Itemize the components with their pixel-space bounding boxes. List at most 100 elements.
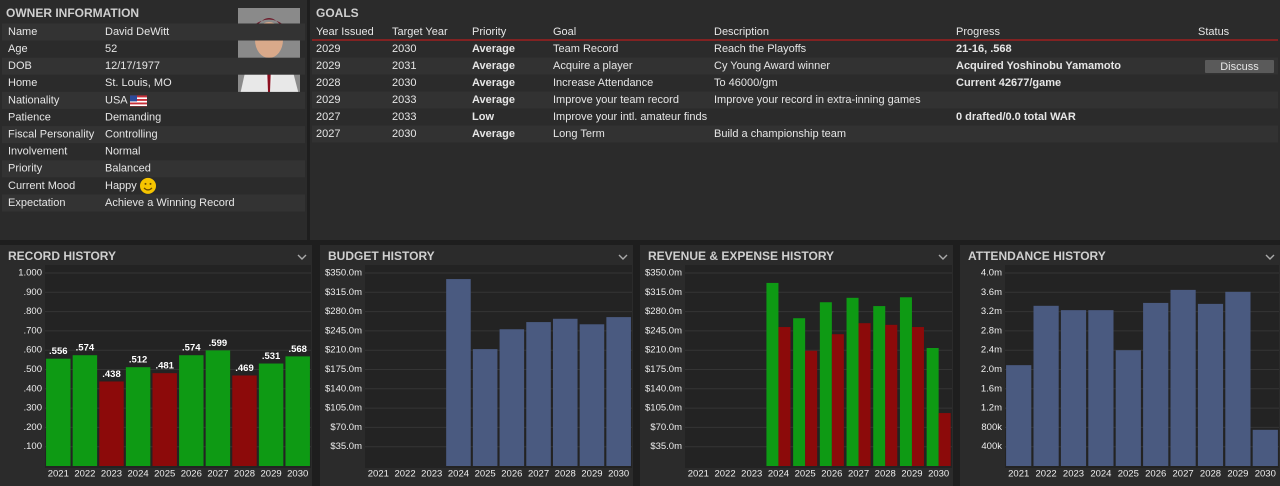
owner-label: Current Mood [8,180,75,192]
bar [72,355,98,466]
bar [819,302,832,466]
goal-cell: 2030 [392,77,416,89]
goals-panel [310,0,1280,240]
x-tick-label: 2027 [848,469,869,480]
bar [258,363,284,466]
bar [1033,305,1059,466]
value-label: .556 [49,346,68,357]
value-label: .568 [288,344,307,355]
x-tick-label: 2029 [1227,469,1248,480]
x-tick-label: 2024 [448,469,469,480]
goal-cell: 2027 [316,111,340,123]
y-tick-label: 2.0m [981,364,1002,375]
x-tick-label: 2024 [128,469,149,480]
x-tick-label: 2030 [287,469,308,480]
owner-label: Expectation [8,197,65,209]
y-tick-label: $350.0m [325,268,362,279]
bar [179,355,204,466]
chart-title: REVENUE & EXPENSE HISTORY [648,249,834,263]
x-tick-label: 2028 [1200,469,1221,480]
bar [846,297,859,466]
goal-cell: 2030 [392,43,416,55]
goal-cell: Improve your team record [553,94,679,106]
x-tick-label: 2021 [1008,469,1029,480]
row-band [312,57,1278,75]
y-tick-label: $175.0m [645,364,682,375]
bar [472,349,498,466]
y-tick-label: 2.8m [981,325,1002,336]
y-tick-label: .400 [24,383,43,394]
y-tick-label: $70.0m [650,422,682,433]
bar [579,324,605,466]
row-band [2,23,305,41]
goal-cell: Long Term [553,128,605,140]
x-tick-label: 2024 [768,469,789,480]
bar [926,347,939,466]
x-tick-label: 2022 [394,469,415,480]
x-tick-label: 2022 [714,469,735,480]
chart-title: ATTENDANCE HISTORY [968,249,1106,263]
x-tick-label: 2028 [555,469,576,480]
owner-value: 52 [105,43,117,55]
discuss-button[interactable] [1205,60,1274,73]
y-tick-label: $35.0m [330,441,362,452]
goal-col-header: Progress [956,26,1001,38]
goal-cell: Average [472,43,515,55]
goal-cell: Acquired Yoshinobu Yamamoto [956,60,1121,72]
owner-label: Patience [8,111,51,123]
bar [1197,303,1224,466]
bar [793,318,806,466]
goal-col-header: Year Issued [316,26,374,38]
goal-cell: 2033 [392,94,416,106]
x-tick-label: 2027 [528,469,549,480]
flag-canton [130,95,137,102]
bar [778,327,791,466]
chart-menu[interactable] [938,254,948,260]
bar [125,367,151,466]
x-tick-label: 2026 [181,469,202,480]
value-label: .574 [182,343,201,354]
owner-value: Balanced [105,163,151,175]
goal-cell: 21-16, .568 [956,43,1012,55]
value-label: .531 [262,351,281,362]
row-band [2,160,305,178]
y-tick-label: .900 [24,287,43,298]
x-tick-label: 2024 [1090,469,1111,480]
owner-value: David DeWitt [105,26,169,38]
y-tick-label: $210.0m [645,345,682,356]
y-tick-label: $70.0m [330,422,362,433]
owner-label: Priority [8,163,43,175]
owner-label: Age [8,43,28,55]
x-tick-label: 2021 [688,469,709,480]
x-tick-label: 2030 [1255,469,1276,480]
y-tick-label: 3.6m [981,287,1002,298]
owner-label: Involvement [8,146,67,158]
x-tick-label: 2029 [581,469,602,480]
y-tick-label: .200 [24,422,43,433]
discuss-label[interactable]: Discuss [1220,61,1259,73]
goal-cell: 2029 [316,60,340,72]
y-tick-label: $35.0m [650,441,682,452]
y-tick-label: 4.0m [981,268,1002,279]
y-tick-label: 2.4m [981,345,1002,356]
bar [99,381,124,466]
chart-menu[interactable] [297,254,307,260]
bar [899,297,912,466]
owner-label: DOB [8,60,32,72]
chart-menu[interactable] [618,254,628,260]
goal-col-header: Status [1198,26,1230,38]
value-label: .438 [102,369,121,380]
y-tick-label: $105.0m [645,403,682,414]
goal-cell: Reach the Playoffs [714,43,807,55]
bar [873,306,886,466]
y-tick-label: $210.0m [325,345,362,356]
goal-cell: Average [472,60,515,72]
chart-menu[interactable] [1265,254,1275,260]
x-tick-label: 2027 [1173,469,1194,480]
bar [911,327,924,466]
x-tick-label: 2023 [741,469,762,480]
bar [1088,310,1114,466]
goal-cell: Team Record [553,43,618,55]
y-tick-label: 3.2m [981,306,1002,317]
owner-label: Nationality [8,94,60,106]
